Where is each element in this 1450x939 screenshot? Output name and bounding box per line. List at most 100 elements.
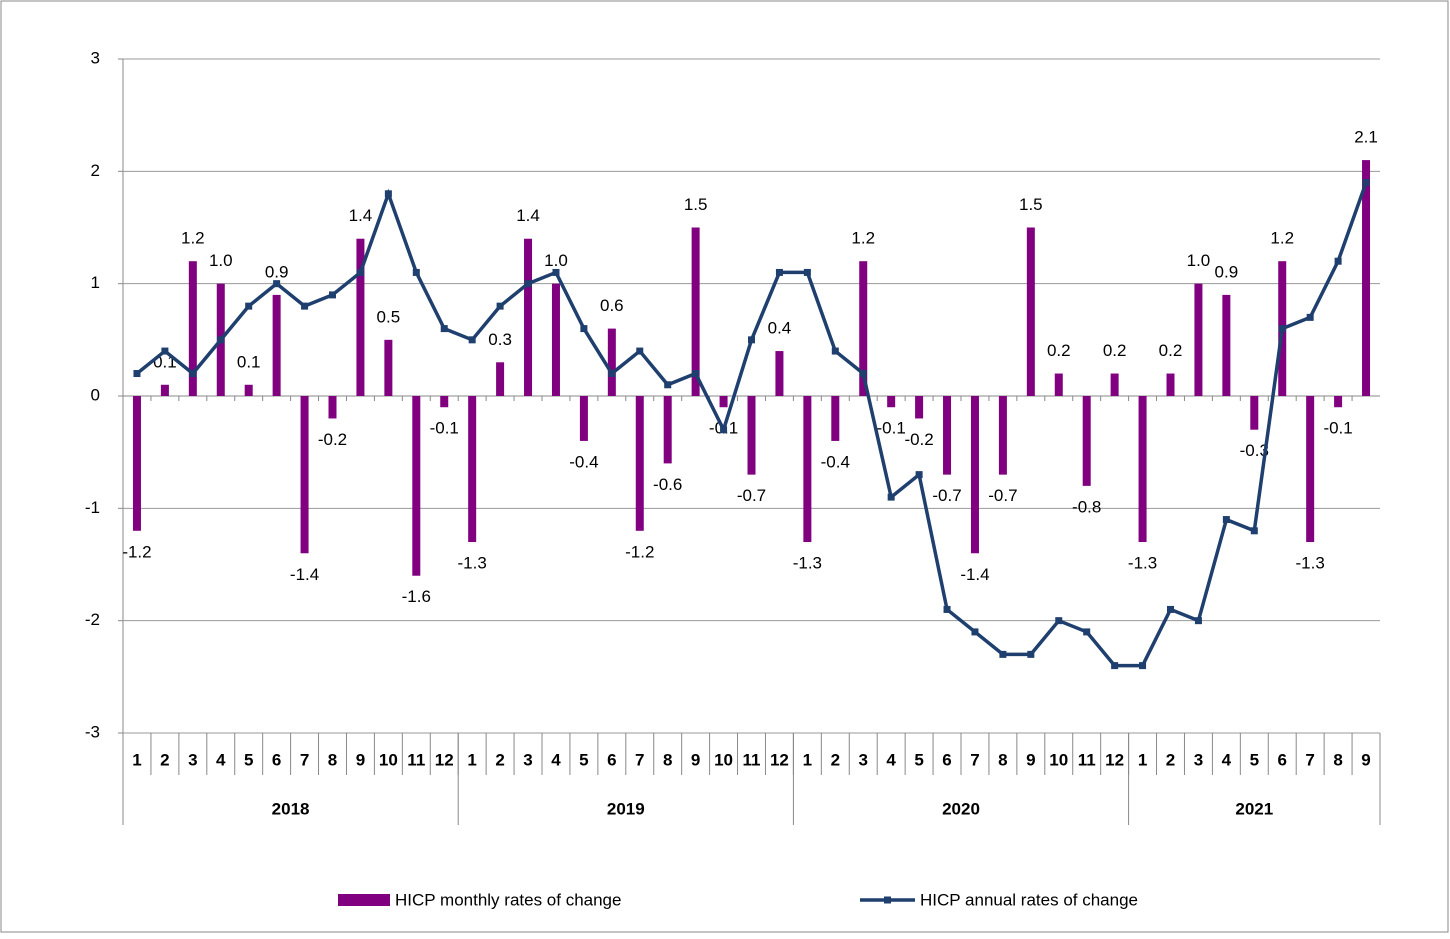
x-tick-label: 11 — [1078, 750, 1096, 769]
bar — [691, 227, 700, 396]
data-label: 1.5 — [684, 195, 708, 214]
bar — [915, 396, 924, 419]
y-tick-label: 2 — [91, 161, 100, 180]
x-tick-label: 8 — [328, 750, 337, 769]
line-marker — [412, 268, 420, 276]
data-label: -1.6 — [402, 587, 431, 606]
bar — [1110, 373, 1119, 396]
bar — [859, 261, 868, 396]
line-marker — [1222, 516, 1230, 524]
line-marker — [384, 190, 392, 198]
data-label: 0.4 — [768, 319, 792, 338]
line-marker — [580, 325, 588, 333]
x-tick-label: 6 — [942, 750, 951, 769]
data-label: -0.1 — [1323, 419, 1352, 438]
data-label: 0.6 — [600, 296, 624, 315]
data-label: -1.3 — [1296, 554, 1325, 573]
x-tick-label: 9 — [691, 750, 700, 769]
data-label: -1.2 — [625, 542, 654, 561]
line-marker — [1027, 650, 1035, 658]
line-marker — [217, 336, 225, 344]
line-marker — [133, 370, 141, 378]
bar — [747, 396, 756, 475]
y-tick-label: 3 — [91, 48, 100, 67]
bar — [468, 396, 477, 543]
x-tick-label: 4 — [886, 750, 896, 769]
line-marker — [1167, 605, 1174, 613]
line-marker — [692, 370, 700, 378]
group-label: 2019 — [607, 799, 645, 818]
data-label: 0.2 — [1103, 341, 1127, 360]
data-label: 0.3 — [488, 330, 512, 349]
bar — [970, 396, 979, 554]
x-tick-label: 5 — [914, 750, 923, 769]
data-label: -0.4 — [569, 452, 598, 471]
x-tick-label: 5 — [244, 750, 253, 769]
data-label: 0.2 — [1159, 341, 1183, 360]
line-marker — [859, 370, 867, 378]
data-label: 1.2 — [181, 229, 205, 248]
y-tick-label: -1 — [85, 498, 100, 517]
x-tick-label: 10 — [379, 750, 398, 769]
x-tick-label: 2 — [495, 750, 504, 769]
data-label: 1.5 — [1019, 195, 1043, 214]
line-marker — [971, 628, 979, 636]
line-marker — [887, 493, 895, 501]
x-tick-label: 4 — [1222, 750, 1232, 769]
bar — [803, 396, 812, 543]
bar — [1334, 396, 1343, 408]
line-marker — [803, 268, 811, 276]
x-tick-label: 7 — [300, 750, 309, 769]
data-label: -0.7 — [988, 486, 1017, 505]
line-marker — [496, 302, 504, 310]
data-label: 1.2 — [851, 229, 875, 248]
x-tick-label: 11 — [407, 750, 425, 769]
x-tick-label: 12 — [435, 750, 454, 769]
group-label: 2020 — [942, 799, 980, 818]
bar — [272, 294, 281, 396]
data-label: 0.9 — [1215, 262, 1239, 281]
legend-swatch — [884, 896, 891, 904]
data-label: 0.2 — [1047, 341, 1071, 360]
bar — [300, 396, 309, 554]
bar — [1054, 373, 1063, 396]
data-label: 2.1 — [1354, 128, 1378, 147]
line-marker — [1278, 325, 1286, 333]
data-label: 0.1 — [237, 352, 261, 371]
x-tick-label: 4 — [216, 750, 226, 769]
group-label: 2018 — [272, 799, 310, 818]
line-marker — [1111, 662, 1119, 670]
bar — [887, 396, 896, 408]
line-marker — [1083, 628, 1091, 636]
bar — [384, 339, 393, 396]
x-tick-label: 4 — [551, 750, 561, 769]
data-label: -1.4 — [290, 565, 319, 584]
line-marker — [748, 336, 755, 344]
bar — [1362, 160, 1371, 396]
bar — [607, 328, 616, 396]
line-marker — [468, 336, 476, 344]
data-label: -0.7 — [932, 486, 961, 505]
line-marker — [1362, 179, 1370, 187]
bar — [1026, 227, 1035, 396]
bar — [998, 396, 1007, 475]
data-label: 1.0 — [544, 251, 568, 270]
x-tick-label: 5 — [1250, 750, 1259, 769]
line-marker — [1139, 662, 1147, 670]
legend-swatch — [338, 894, 390, 906]
x-tick-label: 1 — [803, 750, 812, 769]
data-label: 1.4 — [349, 206, 373, 225]
line-marker — [999, 650, 1007, 658]
data-label: 1.4 — [516, 206, 540, 225]
line-marker — [608, 370, 616, 378]
x-tick-label: 1 — [467, 750, 476, 769]
line-marker — [720, 426, 728, 434]
line-marker — [273, 280, 281, 288]
bar — [719, 396, 728, 408]
line-marker — [1194, 617, 1202, 625]
line-marker — [329, 291, 336, 299]
data-label: 0.1 — [153, 352, 177, 371]
x-tick-label: 10 — [1049, 750, 1068, 769]
line-marker — [356, 268, 364, 276]
